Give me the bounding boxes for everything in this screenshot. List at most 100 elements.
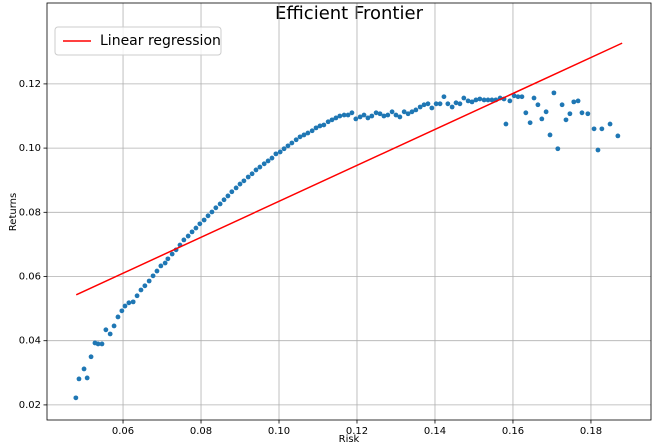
scatter-point: [253, 167, 259, 173]
scatter-point: [134, 293, 140, 299]
scatter-point: [595, 147, 601, 153]
x-tick-label: 0.06: [112, 426, 134, 437]
scatter-point: [249, 171, 255, 177]
scatter-point: [449, 104, 455, 110]
scatter-point: [84, 375, 90, 381]
scatter-point: [511, 93, 517, 99]
scatter-point: [185, 233, 191, 239]
scatter-point: [297, 134, 303, 140]
scatter-point: [585, 111, 591, 117]
scatter-point: [405, 111, 411, 117]
scatter-point: [571, 99, 577, 105]
scatter-point: [193, 225, 199, 231]
scatter-point: [461, 95, 467, 101]
scatter-point: [165, 256, 171, 262]
scatter-point: [485, 97, 491, 103]
scatter-point: [158, 263, 164, 269]
scatter-point: [523, 110, 529, 116]
scatter-point: [425, 101, 431, 107]
scatter-point: [130, 299, 136, 305]
legend: Linear regression: [54, 26, 222, 56]
y-tick-label: 0.04: [19, 336, 41, 347]
scatter-point: [429, 105, 435, 111]
scatter-point: [289, 140, 295, 146]
y-axis-label: Returns: [8, 193, 19, 231]
scatter-point: [337, 113, 343, 119]
scatter-point: [305, 130, 311, 136]
scatter-point: [107, 331, 113, 337]
scatter-point: [285, 143, 291, 149]
scatter-point: [126, 300, 132, 306]
scatter-point: [169, 251, 175, 257]
scatter-point: [217, 201, 223, 207]
scatter-point: [453, 100, 459, 106]
scatter-point: [349, 110, 355, 116]
scatter-point: [365, 115, 371, 121]
scatter-point: [469, 99, 475, 105]
scatter-point: [465, 98, 471, 104]
scatter-point: [551, 90, 557, 96]
scatter-point: [277, 149, 283, 155]
scatter-point: [162, 260, 168, 266]
scatter-point: [115, 314, 121, 320]
scatter-point: [353, 116, 359, 122]
scatter-point: [377, 111, 383, 117]
scatter-point: [221, 197, 227, 203]
scatter-point: [555, 146, 561, 152]
x-tick-label: 0.10: [268, 426, 290, 437]
scatter-point: [481, 97, 487, 103]
scatter-point: [241, 178, 247, 184]
scatter-point: [369, 113, 375, 119]
scatter-point: [265, 158, 271, 164]
y-tick-label: 0.02: [19, 400, 41, 411]
scatter-point: [321, 122, 327, 128]
y-tick-label: 0.06: [19, 272, 41, 283]
scatter-point: [317, 123, 323, 129]
scatter-point: [103, 327, 109, 333]
legend-box: [54, 26, 222, 56]
x-tick-label: 0.18: [580, 426, 602, 437]
scatter-point: [539, 116, 545, 122]
legend-label: Linear regression: [100, 33, 221, 49]
scatter-point: [543, 109, 549, 115]
y-tick-label: 0.08: [19, 207, 41, 218]
scatter-point: [607, 121, 613, 127]
scatter-point: [345, 112, 351, 118]
y-tick-label: 0.10: [19, 143, 41, 154]
scatter-point: [441, 94, 447, 100]
scatter-point: [489, 97, 495, 103]
scatter-point: [437, 101, 443, 107]
scatter-point: [142, 283, 148, 289]
scatter-point: [181, 237, 187, 243]
scatter-point: [209, 209, 215, 215]
scatter-point: [257, 164, 263, 170]
scatter-point: [237, 181, 243, 187]
scatter-point: [197, 221, 203, 227]
scatter-point: [88, 354, 94, 360]
scatter-point: [567, 111, 573, 117]
scatter-point: [309, 128, 315, 134]
scatter-point: [81, 366, 87, 372]
scatter-point: [325, 119, 331, 125]
x-tick-label: 0.12: [346, 426, 368, 437]
scatter-point: [150, 273, 156, 279]
chart-title: Efficient Frontier: [275, 3, 424, 24]
scatter-point: [445, 101, 451, 107]
scatter-point: [189, 229, 195, 235]
scatter-point: [527, 120, 533, 126]
scatter-point: [515, 94, 521, 100]
scatter-point: [154, 268, 160, 274]
scatter-point: [409, 109, 415, 115]
scatter-point: [301, 132, 307, 138]
scatter-point: [122, 303, 128, 309]
scatter-point: [393, 112, 399, 118]
x-tick-label: 0.14: [424, 426, 446, 437]
scatter-point: [417, 104, 423, 110]
scatter-point: [559, 102, 565, 108]
scatter-point: [575, 98, 581, 104]
scatter-point: [229, 189, 235, 195]
scatter-point: [615, 133, 621, 139]
scatter-point: [507, 98, 513, 104]
